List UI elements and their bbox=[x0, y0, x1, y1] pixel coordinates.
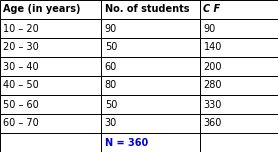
Bar bbox=[101, 19, 200, 38]
Text: 60: 60 bbox=[105, 62, 117, 71]
Bar bbox=[101, 114, 200, 133]
Bar bbox=[0, 0, 101, 19]
Text: C F: C F bbox=[203, 5, 221, 14]
Bar bbox=[101, 38, 200, 57]
Bar bbox=[200, 38, 278, 57]
Text: 140: 140 bbox=[203, 43, 222, 52]
Text: 50 – 60: 50 – 60 bbox=[3, 100, 39, 109]
Bar bbox=[200, 0, 278, 19]
Bar bbox=[0, 95, 101, 114]
Text: 60 – 70: 60 – 70 bbox=[3, 119, 39, 128]
Text: Age (in years): Age (in years) bbox=[3, 5, 81, 14]
Bar bbox=[0, 133, 101, 152]
Bar bbox=[200, 19, 278, 38]
Text: 330: 330 bbox=[203, 100, 222, 109]
Text: 20 – 30: 20 – 30 bbox=[3, 43, 39, 52]
Bar bbox=[101, 95, 200, 114]
Text: 40 – 50: 40 – 50 bbox=[3, 81, 39, 90]
Bar bbox=[200, 76, 278, 95]
Bar bbox=[101, 57, 200, 76]
Bar bbox=[200, 95, 278, 114]
Text: 50: 50 bbox=[105, 43, 117, 52]
Bar bbox=[101, 0, 200, 19]
Bar bbox=[0, 57, 101, 76]
Bar bbox=[200, 114, 278, 133]
Text: No. of students: No. of students bbox=[105, 5, 189, 14]
Text: 200: 200 bbox=[203, 62, 222, 71]
Text: 90: 90 bbox=[203, 24, 216, 33]
Text: 10 – 20: 10 – 20 bbox=[3, 24, 39, 33]
Text: 30: 30 bbox=[105, 119, 117, 128]
Text: 50: 50 bbox=[105, 100, 117, 109]
Bar bbox=[200, 57, 278, 76]
Bar bbox=[0, 38, 101, 57]
Bar bbox=[0, 114, 101, 133]
Bar bbox=[0, 19, 101, 38]
Text: 30 – 40: 30 – 40 bbox=[3, 62, 39, 71]
Bar bbox=[200, 133, 278, 152]
Text: N = 360: N = 360 bbox=[105, 138, 148, 147]
Text: 280: 280 bbox=[203, 81, 222, 90]
Bar bbox=[101, 76, 200, 95]
Bar bbox=[101, 133, 200, 152]
Text: 360: 360 bbox=[203, 119, 222, 128]
Text: 80: 80 bbox=[105, 81, 117, 90]
Bar bbox=[0, 76, 101, 95]
Text: 90: 90 bbox=[105, 24, 117, 33]
